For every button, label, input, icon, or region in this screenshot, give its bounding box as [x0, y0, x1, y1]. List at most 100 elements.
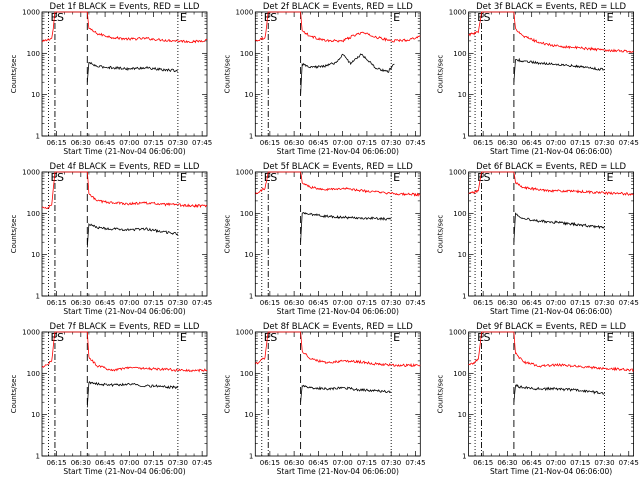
- chart-6-xtick-label: 07:45: [192, 459, 212, 467]
- chart-6-ytick-label: 1: [36, 453, 40, 461]
- chart-8-xtick-label: 07:00: [546, 459, 566, 467]
- chart-8-ylabel: Counts/sec: [437, 375, 445, 414]
- chart-5-marker-label: E: [606, 171, 613, 184]
- chart-5-ytick-label: 1000: [449, 169, 467, 177]
- chart-3-ylabel: Counts/sec: [10, 215, 18, 254]
- chart-3-axes-frame: [41, 171, 208, 297]
- chart-2-ytick-label: 100: [453, 50, 466, 58]
- chart-8-axes-frame: [468, 331, 635, 457]
- chart-2-xtick-label: 07:30: [594, 139, 614, 147]
- chart-8-xtick-label: 06:45: [522, 459, 542, 467]
- chart-7-series-events-line: [300, 384, 392, 403]
- chart-2-xtick-label: 06:30: [497, 139, 517, 147]
- chart-0-panel: Det 1f BLACK = Events, RED = LLD 1 10 100 10…: [10, 2, 212, 156]
- chart-8-xtick-label: 07:30: [594, 459, 614, 467]
- chart-6-panel: Det 7f BLACK = Events, RED = LLD 1 10 100 10…: [10, 322, 212, 476]
- chart-3-xtick-label: 06:15: [46, 299, 66, 307]
- chart-8-ytick-label: 10: [458, 411, 467, 419]
- chart-0-xtick-label: 06:30: [71, 139, 91, 147]
- chart-8-xlabel: Start Time (21-Nov-04 06:06:00): [490, 467, 612, 476]
- chart-3-xlabel: Start Time (21-Nov-04 06:06:00): [63, 307, 185, 316]
- chart-5-xtick-label: 07:15: [570, 299, 590, 307]
- chart-6-xtick-label: 06:15: [46, 459, 66, 467]
- chart-8-ytick-label: 100: [453, 370, 466, 378]
- chart-5-ylabel: Counts/sec: [437, 215, 445, 254]
- chart-8-xtick-label: 06:15: [473, 459, 493, 467]
- chart-4-marker-label: E: [393, 171, 400, 184]
- chart-2-marker-label: E: [606, 11, 613, 24]
- chart-0-ylabel: Counts/sec: [10, 55, 18, 94]
- chart-2-series-lld-line: [468, 11, 634, 54]
- chart-4-panel: Det 5f BLACK = Events, RED = LLD 1 10 100 10…: [223, 162, 425, 316]
- chart-5-axes-frame: [468, 171, 635, 297]
- chart-4-xtick-label: 07:30: [381, 299, 401, 307]
- chart-7-series-lld-line: [255, 331, 421, 368]
- chart-6-series-lld-line: [42, 331, 207, 373]
- chart-3-xtick-label: 07:30: [168, 299, 188, 307]
- chart-1-series-lld-line: [255, 11, 421, 43]
- chart-4-ytick-label: 100: [240, 210, 253, 218]
- chart-0-xlabel: Start Time (21-Nov-04 06:06:00): [63, 147, 185, 156]
- chart-6-ytick-label: 1000: [22, 329, 40, 337]
- chart-8-series-lld-line: [468, 331, 634, 373]
- chart-1-axes-frame: [254, 11, 421, 137]
- chart-2-ytick-label: 1: [462, 133, 466, 141]
- chart-6-axes-frame: [41, 331, 208, 457]
- chart-3-panel: Det 4f BLACK = Events, RED = LLD 1 10 100 10…: [10, 162, 212, 316]
- chart-7-panel: Det 8f BLACK = Events, RED = LLD 1 10 100 10…: [223, 322, 425, 476]
- chart-3-series-events-line: [86, 223, 179, 248]
- chart-4-title: Det 5f BLACK = Events, RED = LLD: [263, 162, 413, 172]
- chart-0-xtick-label: 06:45: [95, 139, 115, 147]
- chart-0-xtick-label: 07:00: [119, 139, 139, 147]
- chart-1-xlabel: Start Time (21-Nov-04 06:06:00): [277, 147, 399, 156]
- chart-8-xtick-label: 07:15: [570, 459, 590, 467]
- chart-2-xtick-label: 07:15: [570, 139, 590, 147]
- chart-2-xtick-label: 06:45: [522, 139, 542, 147]
- chart-7-ytick-label: 10: [244, 411, 253, 419]
- chart-5-panel: Det 6f BLACK = Events, RED = LLD 1 10 100 10…: [437, 162, 639, 316]
- chart-3-series-lld-line: [42, 171, 207, 210]
- chart-0-ytick-label: 1: [36, 133, 40, 141]
- chart-3-xtick-label: 07:45: [192, 299, 212, 307]
- chart-7-ytick-label: 1000: [235, 329, 253, 337]
- chart-0-title: Det 1f BLACK = Events, RED = LLD: [50, 2, 200, 12]
- chart-8-marker-label: S: [484, 331, 491, 344]
- chart-5-xtick-label: 07:30: [594, 299, 614, 307]
- chart-4-xtick-label: 06:15: [260, 299, 280, 307]
- chart-2-axes-frame: [468, 11, 635, 137]
- chart-0-marker-label: S: [57, 11, 64, 24]
- chart-7-ytick-label: 1: [249, 453, 253, 461]
- chart-4-xtick-label: 07:00: [333, 299, 353, 307]
- chart-0-marker-label: E: [180, 11, 187, 24]
- chart-3-marker-label: E: [180, 171, 187, 184]
- chart-5-xtick-label: 06:45: [522, 299, 542, 307]
- chart-2-ytick-label: 1000: [449, 9, 467, 17]
- chart-4-xtick-label: 06:30: [284, 299, 304, 307]
- chart-7-xtick-label: 06:45: [308, 459, 328, 467]
- chart-1-xtick-label: 07:45: [405, 139, 425, 147]
- chart-3-xtick-label: 07:00: [119, 299, 139, 307]
- chart-1-xtick-label: 06:45: [308, 139, 328, 147]
- chart-1-xtick-label: 07:30: [381, 139, 401, 147]
- chart-2-ylabel: Counts/sec: [437, 55, 445, 94]
- chart-2-series-events-line: [513, 57, 605, 83]
- chart-7-xtick-label: 07:30: [381, 459, 401, 467]
- chart-6-ytick-label: 10: [31, 411, 40, 419]
- chart-0-ytick-label: 1000: [22, 9, 40, 17]
- chart-1-ytick-label: 10: [244, 91, 253, 99]
- chart-0-xtick-label: 06:15: [46, 139, 66, 147]
- chart-5-series-lld-line: [468, 171, 634, 196]
- chart-4-axes-frame: [254, 171, 421, 297]
- chart-8-xtick-label: 06:30: [497, 459, 517, 467]
- chart-3-marker-label: E: [50, 171, 57, 184]
- chart-6-marker-label: E: [180, 331, 187, 344]
- chart-0-xtick-label: 07:30: [168, 139, 188, 147]
- chart-6-ylabel: Counts/sec: [10, 375, 18, 414]
- chart-4-series-events-line: [300, 212, 392, 243]
- chart-1-title: Det 2f BLACK = Events, RED = LLD: [263, 2, 413, 12]
- chart-6-marker-label: S: [57, 331, 64, 344]
- chart-1-panel: Det 2f BLACK = Events, RED = LLD 1 10 100 10…: [223, 2, 425, 156]
- chart-7-title: Det 8f BLACK = Events, RED = LLD: [263, 322, 413, 332]
- chart-7-xtick-label: 07:00: [333, 459, 353, 467]
